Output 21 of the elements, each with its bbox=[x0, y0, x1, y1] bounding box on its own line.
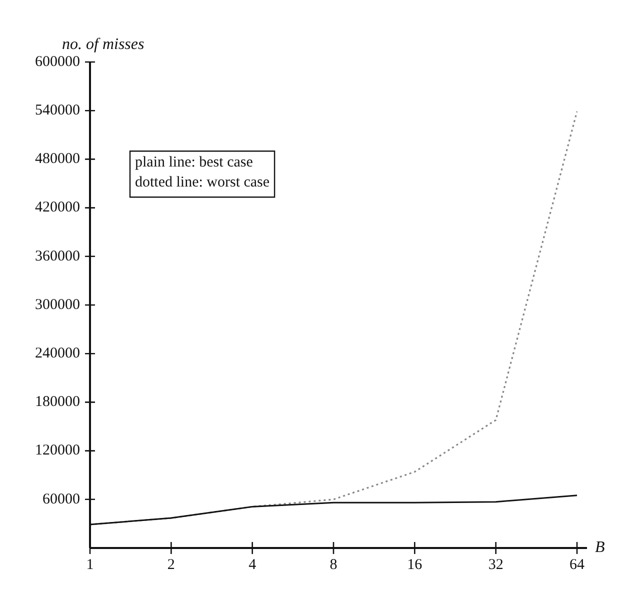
x-tick-label: 64 bbox=[570, 556, 585, 573]
y-tick-label: 180000 bbox=[35, 394, 80, 410]
x-tick-label: 8 bbox=[330, 556, 338, 573]
y-tick-label: 60000 bbox=[42, 491, 80, 508]
y-axis-title: no. of misses bbox=[62, 36, 144, 54]
y-tick-label: 480000 bbox=[35, 151, 80, 168]
y-tick-label: 360000 bbox=[35, 248, 80, 264]
annotation: plain line: best case bbox=[135, 154, 254, 171]
x-tick-label: 4 bbox=[248, 556, 257, 573]
y-tick-label: 120000 bbox=[35, 442, 80, 459]
y-tick-label: 600000 bbox=[35, 54, 80, 70]
x-axis-title: B bbox=[595, 539, 605, 556]
annotation: dotted line: worst case bbox=[135, 174, 270, 191]
y-tick-label: 420000 bbox=[35, 200, 80, 216]
x-tick-label: 1 bbox=[86, 556, 94, 573]
x-tick-label: 16 bbox=[407, 556, 423, 573]
y-tick-label: 240000 bbox=[35, 346, 80, 362]
x-tick-label: 32 bbox=[488, 556, 504, 573]
x-tick-label: 2 bbox=[167, 556, 175, 573]
y-tick-label: 540000 bbox=[35, 102, 80, 119]
y-tick-label: 300000 bbox=[35, 296, 80, 313]
